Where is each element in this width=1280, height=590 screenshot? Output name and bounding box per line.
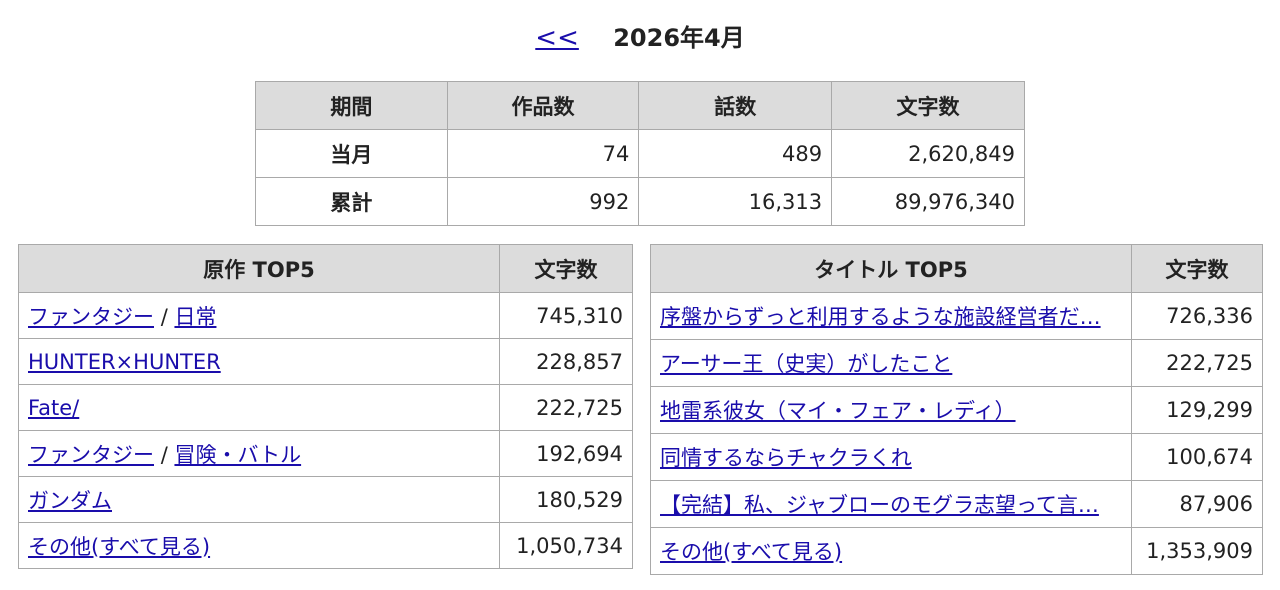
genre-separator: /: [160, 442, 168, 467]
chars-count: 129,299: [1131, 386, 1263, 434]
table-row: 同情するならチャクラくれ 100,674: [650, 433, 1263, 481]
header-title-top5: タイトル TOP5: [650, 244, 1132, 293]
genre-cell: ファンタジー / 冒険・バトル: [18, 430, 500, 477]
chars-count: 745,310: [499, 292, 633, 339]
genre-link[interactable]: 冒険・バトル: [174, 442, 302, 467]
header-episodes: 話数: [638, 81, 833, 130]
table-row: ガンダム 180,529: [18, 476, 633, 523]
chars-count: 2,620,849: [831, 129, 1025, 178]
genre-cell: ガンダム: [18, 476, 500, 523]
table-row: その他(すべて見る) 1,353,909: [650, 527, 1263, 575]
summary-row-total: 累計 992 16,313 89,976,340: [255, 177, 1025, 226]
chars-count: 222,725: [499, 384, 633, 431]
chars-count: 100,674: [1131, 433, 1263, 481]
episodes-count: 489: [638, 129, 833, 178]
table-row: 【完結】私、ジャブローのモグラ志望って言… 87,906: [650, 480, 1263, 528]
header-genre-top5: 原作 TOP5: [18, 244, 500, 293]
genre-header-row: 原作 TOP5 文字数: [18, 244, 633, 293]
title-header-row: タイトル TOP5 文字数: [650, 244, 1263, 293]
genre-top5-table: 原作 TOP5 文字数 ファンタジー / 日常 745,310 HUNTER×H…: [18, 244, 633, 569]
chars-count: 87,906: [1131, 480, 1263, 528]
genre-cell: ファンタジー / 日常: [18, 292, 500, 339]
header-works: 作品数: [446, 81, 640, 130]
title-cell: 序盤からずっと利用するような施設経営者だ…: [650, 292, 1132, 340]
genre-link[interactable]: ファンタジー: [28, 442, 154, 467]
summary-header-row: 期間 作品数 話数 文字数: [255, 81, 1025, 130]
table-row: その他(すべて見る) 1,050,734: [18, 522, 633, 569]
header-chars: 文字数: [831, 81, 1025, 130]
prev-month-link[interactable]: <<: [535, 23, 579, 53]
title-top5-table: タイトル TOP5 文字数 序盤からずっと利用するような施設経営者だ… 726,…: [650, 244, 1263, 575]
chars-count: 192,694: [499, 430, 633, 477]
header-chars: 文字数: [499, 244, 633, 293]
see-all-titles-link[interactable]: その他(すべて見る): [660, 540, 843, 564]
row-label: 当月: [255, 129, 448, 178]
title-link[interactable]: 同情するならチャクラくれ: [660, 446, 912, 470]
chars-count: 1,050,734: [499, 522, 633, 569]
title-cell: 同情するならチャクラくれ: [650, 433, 1132, 481]
works-count: 74: [446, 129, 640, 178]
genre-separator: /: [160, 304, 168, 329]
title-cell: 地雷系彼女（マイ・フェア・レディ）: [650, 386, 1132, 434]
table-row: ファンタジー / 冒険・バトル 192,694: [18, 430, 633, 477]
chars-count: 228,857: [499, 338, 633, 385]
title-link[interactable]: 【完結】私、ジャブローのモグラ志望って言…: [660, 493, 1099, 517]
genre-cell: Fate/: [18, 384, 500, 431]
episodes-count: 16,313: [638, 177, 833, 226]
genre-link[interactable]: ガンダム: [28, 488, 112, 513]
table-row: ファンタジー / 日常 745,310: [18, 292, 633, 339]
genre-link[interactable]: ファンタジー: [28, 304, 154, 329]
title-cell: その他(すべて見る): [650, 527, 1132, 575]
month-title: 2026年4月: [613, 24, 745, 52]
summary-table: 期間 作品数 話数 文字数 当月 74 489 2,620,849 累計 992…: [255, 81, 1025, 226]
title-link[interactable]: アーサー王（史実）がしたこと: [660, 352, 953, 376]
table-row: HUNTER×HUNTER 228,857: [18, 338, 633, 385]
works-count: 992: [446, 177, 640, 226]
row-label: 累計: [255, 177, 448, 226]
table-row: 序盤からずっと利用するような施設経営者だ… 726,336: [650, 292, 1263, 340]
header-period: 期間: [255, 81, 448, 130]
header-chars: 文字数: [1131, 244, 1263, 293]
title-cell: 【完結】私、ジャブローのモグラ志望って言…: [650, 480, 1132, 528]
chars-count: 222,725: [1131, 339, 1263, 387]
title-cell: アーサー王（史実）がしたこと: [650, 339, 1132, 387]
chars-count: 89,976,340: [831, 177, 1025, 226]
genre-cell: HUNTER×HUNTER: [18, 338, 500, 385]
see-all-genres-link[interactable]: その他(すべて見る): [28, 534, 211, 559]
genre-cell: その他(すべて見る): [18, 522, 500, 569]
table-row: 地雷系彼女（マイ・フェア・レディ） 129,299: [650, 386, 1263, 434]
title-link[interactable]: 地雷系彼女（マイ・フェア・レディ）: [660, 399, 1016, 423]
title-link[interactable]: 序盤からずっと利用するような施設経営者だ…: [660, 305, 1101, 329]
genre-link[interactable]: HUNTER×HUNTER: [28, 349, 221, 374]
table-row: アーサー王（史実）がしたこと 222,725: [650, 339, 1263, 387]
chars-count: 180,529: [499, 476, 633, 523]
chars-count: 1,353,909: [1131, 527, 1263, 575]
chars-count: 726,336: [1131, 292, 1263, 340]
genre-link[interactable]: 日常: [174, 304, 217, 329]
summary-row-current: 当月 74 489 2,620,849: [255, 129, 1025, 178]
month-header: << 2026年4月: [0, 18, 1280, 58]
genre-link[interactable]: Fate/: [28, 395, 80, 420]
table-row: Fate/ 222,725: [18, 384, 633, 431]
